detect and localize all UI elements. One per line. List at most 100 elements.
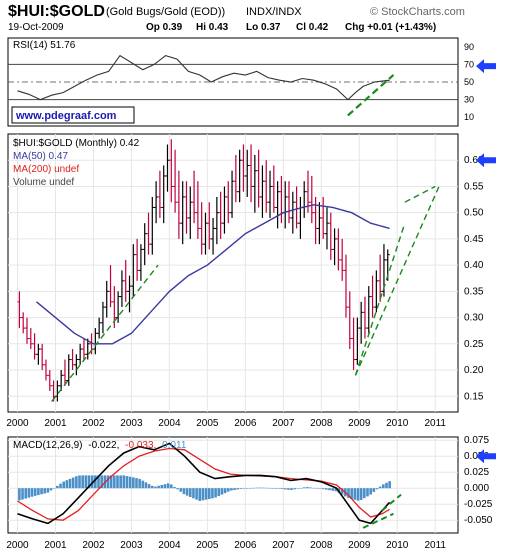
macd-histogram-bar: [385, 482, 388, 489]
macd-histogram-bar: [255, 487, 259, 489]
chart-symbol: $HUI:$GOLD: [8, 3, 105, 20]
macd-histogram-bar: [144, 482, 148, 489]
rsi-ytick-label: 70: [464, 59, 474, 69]
macd-histogram-bar: [160, 485, 164, 489]
price-ytick-label: 0.35: [464, 286, 484, 297]
rsi-yticks: 10 30 50 70 90: [464, 42, 474, 122]
macd-xtick-label: 2002: [82, 540, 105, 551]
macd-histogram-bar: [296, 488, 300, 489]
macd-histogram-bar: [369, 488, 372, 495]
macd-histogram: [18, 475, 391, 501]
macd-histogram-bar: [258, 487, 262, 489]
macd-histogram-bar: [21, 488, 24, 500]
macd-histogram-bar: [277, 488, 281, 489]
chart-exchange: INDX/INDX: [246, 6, 302, 18]
macd-histogram-bar: [141, 480, 145, 489]
macd-histogram-bar: [166, 483, 170, 489]
macd-histogram-bar: [334, 488, 338, 492]
price-xtick-label: 2000: [6, 418, 29, 429]
macd-histogram-bar: [302, 487, 306, 489]
rsi-arrows: [476, 59, 496, 74]
macd-histogram-bar: [375, 488, 379, 490]
macd-histogram-bar: [179, 488, 183, 492]
macd-histogram-bar: [71, 477, 75, 489]
macd-histogram-bar: [122, 475, 126, 489]
macd-histogram-bar: [350, 488, 353, 499]
macd-histogram-bar: [52, 488, 56, 489]
macd-histogram-bar: [195, 488, 198, 500]
macd-histogram-bar: [65, 480, 69, 489]
macd-histogram-bar: [388, 481, 391, 489]
macd-histogram-bar: [283, 488, 287, 490]
macd-histogram-bar: [185, 488, 189, 496]
macd-histogram-bar: [116, 475, 119, 489]
macd-histogram-bar: [211, 488, 214, 499]
macd-trendlines: [362, 493, 402, 529]
chart-date: 19-Oct-2009: [8, 22, 64, 33]
macd-histogram-bar: [280, 488, 284, 489]
macd-histogram-bar: [201, 488, 205, 501]
macd-ytick-label: -0.025: [464, 499, 493, 510]
macd-histogram-bar: [230, 488, 233, 491]
macd-histogram-bar: [90, 475, 94, 489]
macd-ytick-label: 0.025: [464, 467, 489, 478]
macd-histogram-bar: [147, 484, 151, 489]
rsi-arrow-icon: [476, 59, 496, 74]
macd-histogram-bar: [347, 488, 350, 498]
macd-xtick-label: 2001: [44, 540, 67, 551]
price-ytick-label: 0.45: [464, 234, 484, 245]
candles: [17, 139, 390, 402]
macd-histogram-bar: [113, 475, 116, 489]
price-xtick-label: 2007: [272, 418, 295, 429]
price-ytick-label: 0.25: [464, 339, 484, 350]
macd-histogram-bar: [271, 488, 274, 489]
quote-change: Chg +0.01 (+1.43%): [345, 22, 436, 33]
macd-histogram-bar: [220, 488, 224, 495]
rsi-trendline: [347, 74, 395, 117]
macd-histogram-bar: [151, 485, 154, 489]
macd-histogram-bar: [192, 488, 195, 499]
price-xtick-label: 2002: [82, 418, 105, 429]
macd-histogram-bar: [331, 488, 334, 491]
macd-histogram-bar: [188, 488, 192, 497]
macd-histogram-bar: [207, 488, 211, 499]
price-ytick-label: 0.55: [464, 181, 484, 192]
rsi-panel: RSI(14) 51.76 10 30 50 70 90 www.pdegraaf.co…: [7, 37, 496, 127]
macd-histogram-bar: [264, 487, 268, 489]
price-xtick-label: 2005: [196, 418, 219, 429]
macd-xtick-label: 2004: [158, 540, 181, 551]
legend-ma200: MA(200) undef: [13, 164, 79, 175]
macd-histogram-bar: [268, 487, 271, 489]
macd-histogram-bar: [135, 478, 138, 489]
macd-histogram-bar: [340, 488, 344, 495]
price-ytick-label: 0.50: [464, 208, 484, 219]
price-yticks: 0.15 0.20 0.25 0.30 0.35 0.40 0.45 0.50 0.55 0.60: [464, 155, 484, 402]
macd-histogram-bar: [100, 475, 103, 489]
macd-histogram-bar: [353, 488, 357, 500]
rsi-ytick-label: 30: [464, 95, 474, 105]
macd-histogram-bar: [157, 485, 160, 489]
macd-histogram-bar: [306, 487, 309, 489]
macd-histogram-bar: [56, 485, 59, 489]
macd-histogram-bar: [46, 488, 50, 493]
macd-histogram-bar: [217, 488, 221, 497]
macd-histogram-bar: [274, 488, 278, 489]
legend-volume: Volume undef: [13, 177, 74, 188]
macd-arrows: [476, 449, 496, 464]
macd-xtick-label: 2006: [234, 540, 257, 551]
price-trendlines: [51, 185, 440, 402]
quote-open: Op 0.39: [146, 22, 183, 33]
macd-histogram-bar: [33, 488, 37, 496]
macd-histogram-bar: [78, 475, 81, 489]
macd-histogram-bar: [163, 484, 167, 489]
macd-histogram-bar: [318, 488, 322, 489]
price-xtick-label: 2009: [348, 418, 371, 429]
macd-histogram-bar: [40, 488, 43, 495]
watermark-box: [11, 106, 135, 124]
price-xtick-label: 2006: [234, 418, 257, 429]
macd-xtick-label: 2003: [120, 540, 143, 551]
macd-histogram-bar: [37, 488, 40, 496]
macd-histogram-bar: [223, 488, 227, 494]
